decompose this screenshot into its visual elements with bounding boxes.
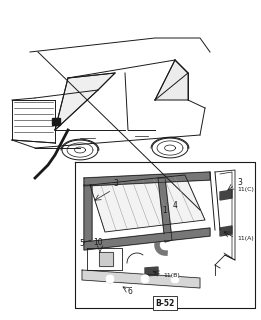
Text: 1: 1 xyxy=(163,205,167,214)
Polygon shape xyxy=(52,118,60,125)
Polygon shape xyxy=(158,178,172,242)
Polygon shape xyxy=(84,228,210,250)
Circle shape xyxy=(171,275,179,283)
Text: 3: 3 xyxy=(113,179,118,188)
Polygon shape xyxy=(145,267,158,276)
Text: 6: 6 xyxy=(128,287,132,297)
Polygon shape xyxy=(220,190,232,200)
Polygon shape xyxy=(99,252,113,266)
Circle shape xyxy=(141,275,149,283)
Text: 3: 3 xyxy=(237,178,242,187)
Polygon shape xyxy=(90,175,205,232)
Text: 11(B): 11(B) xyxy=(163,274,180,278)
Text: B-52: B-52 xyxy=(155,299,175,308)
Polygon shape xyxy=(84,172,210,186)
Text: 5: 5 xyxy=(79,238,84,247)
Polygon shape xyxy=(84,185,92,242)
Text: 4: 4 xyxy=(173,201,177,210)
Circle shape xyxy=(106,275,114,283)
Polygon shape xyxy=(220,226,232,236)
Text: 11(A): 11(A) xyxy=(237,236,254,241)
Polygon shape xyxy=(55,73,115,130)
Polygon shape xyxy=(82,270,200,288)
Text: 11(C): 11(C) xyxy=(237,187,254,191)
Polygon shape xyxy=(155,60,188,100)
Text: 10: 10 xyxy=(93,238,103,247)
